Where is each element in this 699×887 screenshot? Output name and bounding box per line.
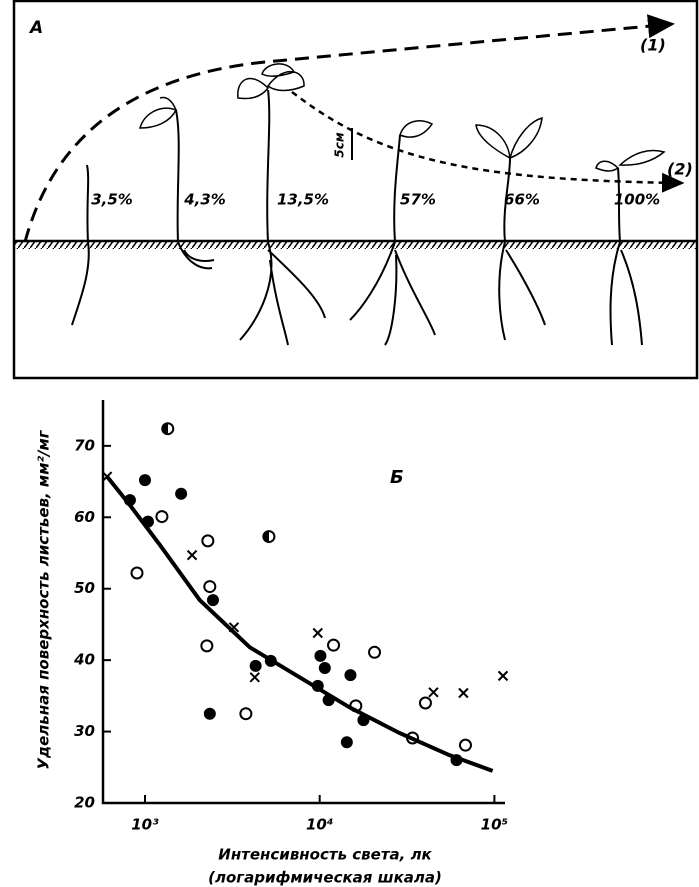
point xyxy=(204,581,215,592)
point xyxy=(460,740,471,751)
plants xyxy=(72,64,664,345)
x-axis-label: (логарифмическая шкала) xyxy=(208,869,442,887)
axes xyxy=(103,400,505,803)
y-tick-label: 40 xyxy=(73,651,95,669)
y-tick-label: 50 xyxy=(74,579,95,597)
panel-label: A xyxy=(28,18,43,38)
y-tick-label: 20 xyxy=(74,794,95,812)
point xyxy=(420,698,431,709)
point xyxy=(175,488,187,500)
point xyxy=(202,535,213,546)
plant-label: 66% xyxy=(504,191,540,209)
x-axis-label: Интенсивность света, лк xyxy=(218,846,432,864)
plant-label: 13,5% xyxy=(277,191,329,209)
x-tick-label: 10⁵ xyxy=(481,816,508,834)
point xyxy=(162,423,173,434)
point xyxy=(344,669,356,681)
point xyxy=(139,474,151,486)
curve-label: (2) xyxy=(667,160,693,179)
y-tick-label: 70 xyxy=(74,436,95,454)
point xyxy=(319,662,331,674)
scale-label: 5см xyxy=(333,132,347,157)
point xyxy=(131,568,142,579)
point xyxy=(250,673,259,682)
curve-label: (1) xyxy=(640,36,666,55)
y-tick-label: 60 xyxy=(74,508,95,526)
y-tick-label: 30 xyxy=(74,722,95,740)
plant-labels: 3,5% 4,3% 13,5% 57% 66% 100% xyxy=(91,191,660,209)
point xyxy=(328,640,339,651)
panel-a: A (1) (2) 5см 3,5% 4,3% 13,5% 57% 66% 100% xyxy=(14,1,697,378)
point xyxy=(250,660,262,672)
point xyxy=(201,640,212,651)
point xyxy=(313,629,322,638)
point xyxy=(263,531,274,542)
figure: A (1) (2) 5см 3,5% 4,3% 13,5% 57% 66% 100% Б … xyxy=(0,0,699,887)
curve-1 xyxy=(25,24,672,242)
point xyxy=(240,708,251,719)
plant-label: 4,3% xyxy=(183,191,226,209)
panel-frame xyxy=(14,1,697,378)
plant-label: 100% xyxy=(614,191,660,209)
point xyxy=(188,551,197,560)
point xyxy=(156,511,167,522)
plant-label: 57% xyxy=(400,191,436,209)
point xyxy=(498,671,507,680)
point xyxy=(314,650,326,662)
x-tick-label: 10⁴ xyxy=(306,816,333,834)
point xyxy=(341,736,353,748)
y-axis-label: Удельная поверхность листьев, мм²/мг xyxy=(35,429,53,769)
panel-label: Б xyxy=(390,467,404,488)
point xyxy=(369,647,380,658)
x-tick-label: 10³ xyxy=(131,816,159,834)
point xyxy=(207,594,219,606)
point xyxy=(429,688,438,697)
panel-b: Б Удельная поверхность листьев, мм²/мг И… xyxy=(35,400,506,887)
point xyxy=(459,689,468,698)
plant-label: 3,5% xyxy=(91,191,133,209)
point xyxy=(204,708,216,720)
